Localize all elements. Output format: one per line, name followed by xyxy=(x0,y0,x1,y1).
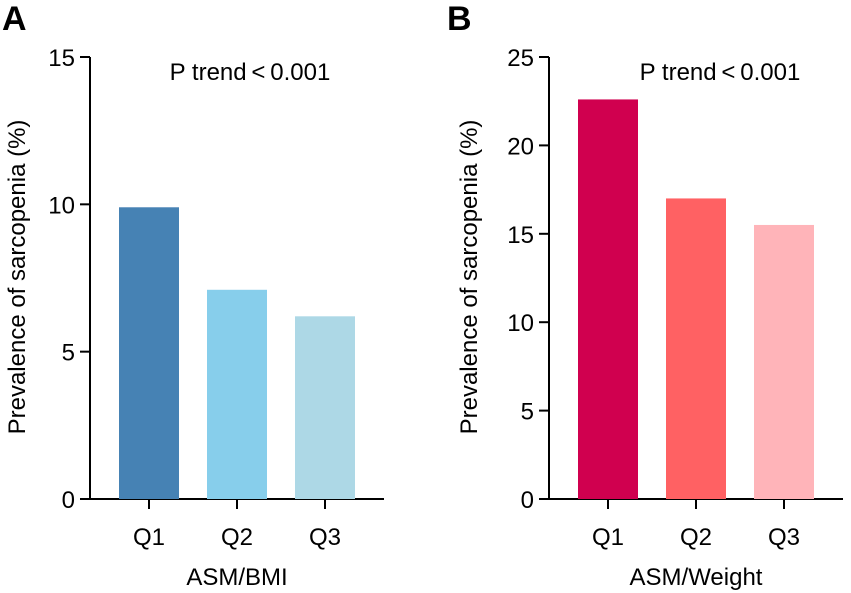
y-axis-label-b: Prevalence of sarcopenia (%) xyxy=(456,120,483,435)
bar-q2 xyxy=(207,289,267,499)
x-tick-label: Q1 xyxy=(133,524,165,551)
x-tick-label: Q1 xyxy=(592,524,624,551)
annotation-a: P trend < 0.001 xyxy=(170,59,331,86)
x-tick-label: Q3 xyxy=(768,524,800,551)
x-tick-label: Q2 xyxy=(221,524,253,551)
panel-label-a: A xyxy=(2,0,27,38)
annotation-b: P trend < 0.001 xyxy=(640,59,801,86)
bar-q1 xyxy=(578,99,638,499)
panel-b: B P trend < 0.001 Prevalence of sarcopen… xyxy=(447,0,843,591)
y-tick-label: 20 xyxy=(507,133,534,160)
y-tick-label: 10 xyxy=(507,310,534,337)
x-tick-label: Q3 xyxy=(309,524,341,551)
bar-q1 xyxy=(119,207,179,499)
bar-q3 xyxy=(754,224,814,499)
y-tick-label: 10 xyxy=(48,192,75,219)
panel-a: A P trend < 0.001 Prevalence of sarcopen… xyxy=(2,0,384,591)
y-tick-label: 5 xyxy=(521,399,534,426)
panel-label-b: B xyxy=(447,0,472,38)
y-tick-label: 5 xyxy=(62,340,75,367)
y-tick-label: 15 xyxy=(48,45,75,72)
y-tick-label: 0 xyxy=(521,487,534,514)
y-axis-label-a: Prevalence of sarcopenia (%) xyxy=(4,120,31,435)
bar-q2 xyxy=(666,198,726,499)
y-tick-label: 15 xyxy=(507,222,534,249)
x-axis-label-a: ASM/BMI xyxy=(186,564,287,591)
x-axis-label-b: ASM/Weight xyxy=(630,564,763,591)
x-tick-label: Q2 xyxy=(680,524,712,551)
y-tick-label: 25 xyxy=(507,45,534,72)
bar-q3 xyxy=(295,316,355,499)
y-tick-label: 0 xyxy=(62,487,75,514)
